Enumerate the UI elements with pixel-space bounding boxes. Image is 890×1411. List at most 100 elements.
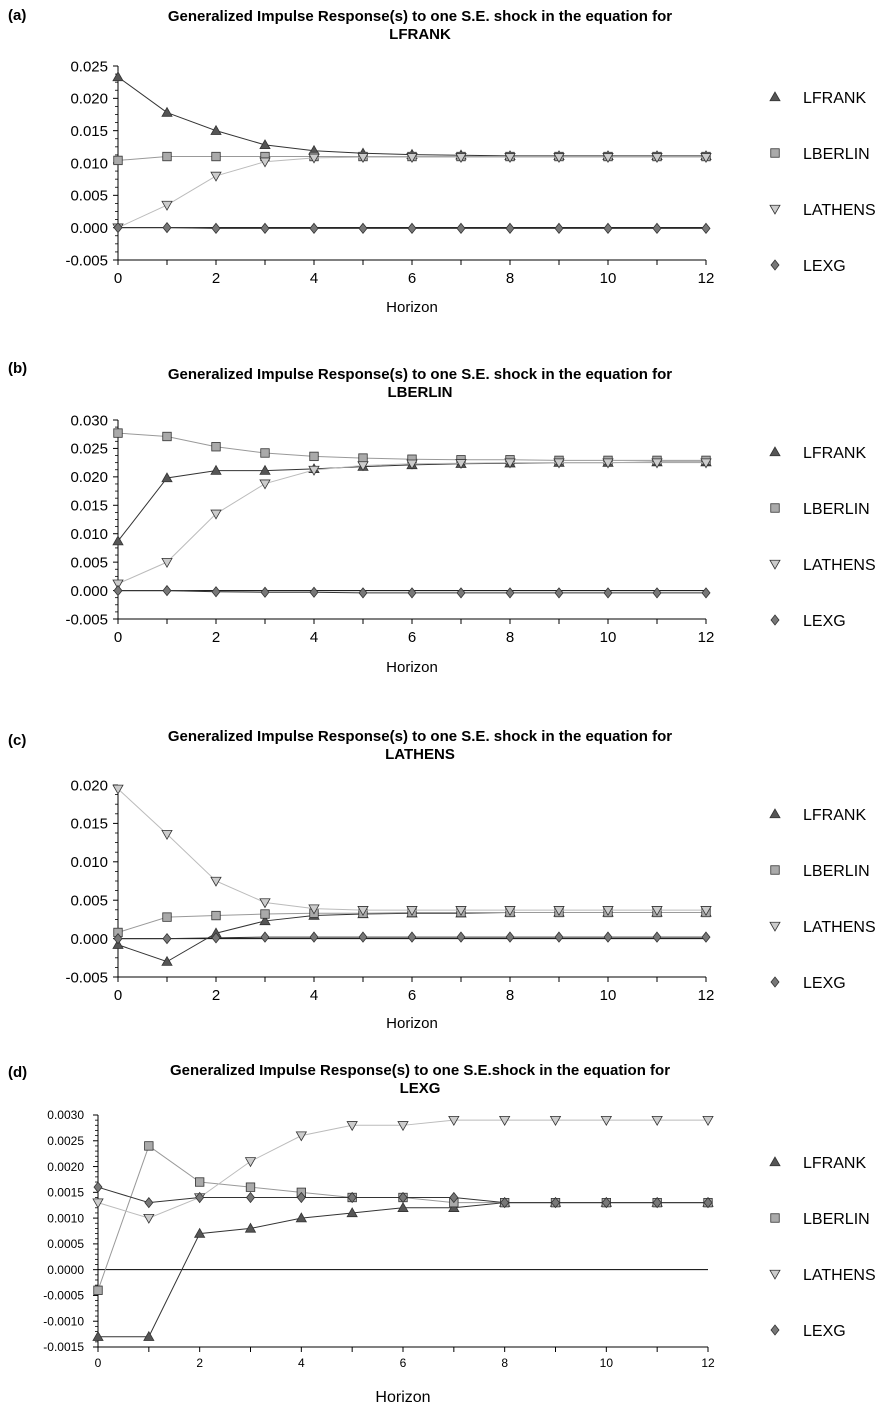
y-tick-label: 0.010 xyxy=(70,854,108,871)
data-point xyxy=(397,1121,409,1132)
series-line xyxy=(117,462,706,585)
data-point xyxy=(144,1141,154,1151)
y-tick-label: 0.005 xyxy=(70,188,108,205)
data-point xyxy=(701,931,711,943)
data-point xyxy=(245,1182,256,1192)
x-tick-label: 10 xyxy=(600,629,617,646)
chart-panel-a: (a) Generalized Impulse Response(s) to o… xyxy=(0,0,890,330)
data-point xyxy=(309,451,319,462)
y-tick-label: 0.015 xyxy=(70,816,108,833)
chart-title: Generalized Impulse Response(s) to one S… xyxy=(110,1062,730,1098)
legend-marker-lfrank xyxy=(769,808,781,819)
data-point xyxy=(92,1330,104,1341)
series-lberlin xyxy=(113,428,711,466)
x-tick-label: 2 xyxy=(196,1356,203,1370)
series-lathens xyxy=(112,458,712,590)
data-point xyxy=(603,931,613,943)
data-point xyxy=(112,71,124,82)
series-line xyxy=(117,461,706,542)
data-point xyxy=(211,442,221,452)
chart-panel-c: (c) Generalized Impulse Response(s) to o… xyxy=(0,728,890,1058)
data-point xyxy=(113,428,123,438)
panel-label: (a) xyxy=(8,7,27,24)
legend-marker-lexg xyxy=(770,1324,780,1336)
x-tick-label: 6 xyxy=(408,629,416,646)
data-point xyxy=(358,587,368,599)
panel-label: (d) xyxy=(8,1064,28,1081)
series-lfrank xyxy=(112,71,712,161)
data-point xyxy=(161,106,173,117)
data-point xyxy=(260,909,270,919)
data-point xyxy=(162,151,172,162)
data-point xyxy=(93,1181,103,1193)
series-lexg xyxy=(93,1181,713,1209)
chart-panel-b: (b) Generalized Impulse Response(s) to o… xyxy=(0,360,890,690)
x-tick-label: 2 xyxy=(212,270,220,287)
data-point xyxy=(93,1285,103,1295)
x-tick-label: 0 xyxy=(95,1356,102,1370)
data-point xyxy=(112,784,124,795)
legend-label: LATHENS xyxy=(803,919,876,936)
data-point xyxy=(210,171,222,182)
impulse-response-chart-a: 0.025 0.020 0.015 0.010 0.005 0.000 -0.005 0 2 4 6… xyxy=(65,58,876,316)
y-tick-label: 0.030 xyxy=(70,412,108,429)
legend-marker-lfrank xyxy=(769,91,781,102)
y-tick-label: 0.020 xyxy=(70,777,108,794)
data-point xyxy=(112,535,124,546)
chart-title-line-1: Generalized Impulse Response(s) to one S… xyxy=(167,366,673,383)
axes: 0.020 0.015 0.010 0.005 0.000 -0.005 0 2 4 6 8 10 12 xyxy=(65,777,714,1004)
data-point xyxy=(143,1213,155,1224)
data-point xyxy=(244,1222,257,1233)
data-point xyxy=(504,906,516,916)
data-point xyxy=(700,153,712,163)
data-point xyxy=(602,153,614,163)
data-point xyxy=(244,1157,257,1168)
data-point xyxy=(652,931,662,943)
x-axis-label: Horizon xyxy=(386,1015,438,1032)
chart-title: Generalized Impulse Response(s) to one S… xyxy=(110,366,730,402)
data-point xyxy=(449,1191,459,1204)
series-lfrank xyxy=(112,456,712,546)
data-point xyxy=(553,458,565,469)
data-point xyxy=(651,153,663,163)
data-point xyxy=(161,472,173,483)
legend-marker-lberlin xyxy=(770,148,780,158)
series-line xyxy=(117,156,706,229)
data-point xyxy=(113,155,123,166)
data-point xyxy=(602,458,614,469)
data-point xyxy=(143,1330,155,1341)
legend-marker-lathens xyxy=(769,921,781,932)
x-tick-label: 8 xyxy=(501,1356,508,1370)
data-point xyxy=(406,153,418,163)
legend: LFRANK LBERLIN LATHENS LEXG xyxy=(769,1155,876,1340)
legend-label: LEXG xyxy=(803,1323,846,1340)
legend: LFRANK LBERLIN LATHENS LEXG xyxy=(769,90,876,275)
x-axis-label: Horizon xyxy=(375,1389,430,1406)
legend-label: LBERLIN xyxy=(803,146,870,163)
y-tick-label: 0.010 xyxy=(70,155,108,172)
data-point xyxy=(652,587,662,599)
legend-marker-lberlin xyxy=(770,865,780,875)
legend-marker-lexg xyxy=(770,614,780,626)
data-point xyxy=(357,153,369,163)
data-point xyxy=(702,1116,714,1126)
data-point xyxy=(211,932,221,944)
data-point xyxy=(195,1191,205,1204)
x-tick-label: 10 xyxy=(600,1356,614,1370)
y-tick-label: 0.000 xyxy=(70,583,108,600)
data-point xyxy=(295,1131,308,1142)
data-point xyxy=(553,906,565,916)
y-tick-label: 0.0000 xyxy=(47,1263,84,1277)
data-point xyxy=(260,931,270,943)
data-point xyxy=(260,222,270,234)
legend-label: LFRANK xyxy=(803,807,866,824)
legend-label: LFRANK xyxy=(803,1155,866,1172)
data-point xyxy=(211,910,221,921)
data-point xyxy=(357,461,369,472)
y-tick-label: 0.0015 xyxy=(47,1186,84,1200)
legend-label: LFRANK xyxy=(803,90,866,107)
y-tick-label: -0.0005 xyxy=(43,1289,84,1303)
data-point xyxy=(112,579,124,590)
data-point xyxy=(309,222,319,234)
x-tick-label: 8 xyxy=(506,987,514,1004)
